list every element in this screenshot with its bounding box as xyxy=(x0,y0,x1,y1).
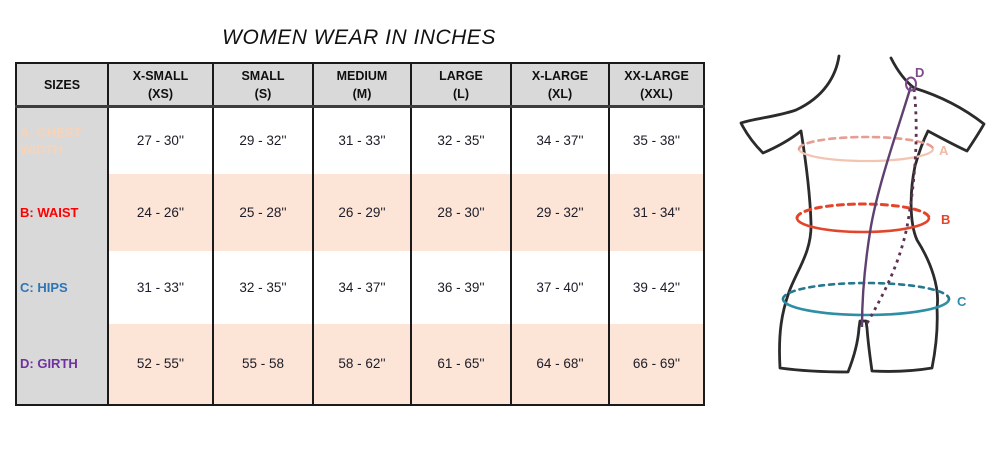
size-cell: 58 - 62'' xyxy=(312,323,412,405)
table-row-waist: B: WAIST 24 - 26'' 25 - 28'' 26 - 29'' 2… xyxy=(15,173,705,251)
size-cell: 31 - 33'' xyxy=(312,106,412,174)
girth-line-front xyxy=(860,85,913,328)
size-name: SMALL xyxy=(241,68,285,83)
size-cell: 55 - 58 xyxy=(212,323,314,405)
waist-ellipse-front xyxy=(795,217,931,234)
size-abbr: (XXL) xyxy=(640,86,673,101)
size-name: X-LARGE xyxy=(531,68,589,83)
column-header-large: LARGE (L) xyxy=(410,63,512,108)
size-abbr: (M) xyxy=(352,86,372,101)
size-abbr: (S) xyxy=(254,86,272,101)
corner-cell-sizes: SIZES xyxy=(15,63,109,108)
size-cell: 31 - 34'' xyxy=(608,173,705,251)
size-cell: 32 - 35'' xyxy=(212,250,314,324)
size-name: LARGE xyxy=(439,68,483,83)
size-cell: 36 - 39'' xyxy=(410,250,512,324)
size-table: SIZES X-SMALL (XS) SMALL (S) MEDIUM (M) … xyxy=(15,62,705,406)
girth-label: D xyxy=(915,65,924,80)
size-cell: 28 - 30'' xyxy=(410,173,512,251)
girth-shoulder-ring xyxy=(905,76,917,92)
size-cell: 52 - 55'' xyxy=(107,323,214,405)
column-header-xsmall: X-SMALL (XS) xyxy=(107,63,214,108)
size-name: MEDIUM xyxy=(336,68,388,83)
waist-label: B xyxy=(941,212,950,227)
size-abbr: (L) xyxy=(453,86,469,101)
size-cell: 37 - 40'' xyxy=(510,250,610,324)
size-cell: 66 - 69'' xyxy=(608,323,705,405)
body-measurement-diagram: A B C D xyxy=(739,54,986,374)
row-label-hips: C: HIPS xyxy=(15,250,109,324)
column-header-xlarge: X-LARGE (XL) xyxy=(510,63,610,108)
size-cell: 31 - 33'' xyxy=(107,250,214,324)
size-cell: 25 - 28'' xyxy=(212,173,314,251)
column-header-xxlarge: XX-LARGE (XXL) xyxy=(608,63,705,108)
size-cell: 27 - 30'' xyxy=(107,106,214,174)
row-label-chest: A: CHEST WIDTH xyxy=(15,106,109,174)
size-cell: 26 - 29'' xyxy=(312,173,412,251)
size-cell: 32 - 35'' xyxy=(410,106,512,174)
size-cell: 34 - 37'' xyxy=(312,250,412,324)
hips-ellipse-front xyxy=(781,298,951,317)
table-row-chest: A: CHEST WIDTH 27 - 30'' 29 - 32'' 31 - … xyxy=(15,106,705,174)
size-name: X-SMALL xyxy=(132,68,189,83)
size-abbr: (XL) xyxy=(547,86,573,101)
column-header-medium: MEDIUM (M) xyxy=(312,63,412,108)
size-cell: 35 - 38'' xyxy=(608,106,705,174)
row-label-waist: B: WAIST xyxy=(15,173,109,251)
chest-ellipse-front xyxy=(797,148,935,163)
size-cell: 29 - 32'' xyxy=(510,173,610,251)
torso-outline xyxy=(739,54,986,374)
header-row: SIZES X-SMALL (XS) SMALL (S) MEDIUM (M) … xyxy=(15,63,705,108)
chest-label: A xyxy=(939,143,949,158)
column-header-small: SMALL (S) xyxy=(212,63,314,108)
hips-label: C xyxy=(957,294,967,309)
size-cell: 39 - 42'' xyxy=(608,250,705,324)
size-abbr: (XS) xyxy=(148,86,173,101)
hips-ellipse-back xyxy=(781,281,951,301)
size-cell: 34 - 37'' xyxy=(510,106,610,174)
girth-line-back xyxy=(863,88,918,328)
size-cell: 64 - 68'' xyxy=(510,323,610,405)
table-row-hips: C: HIPS 31 - 33'' 32 - 35'' 34 - 37'' 36… xyxy=(15,250,705,324)
size-name: XX-LARGE xyxy=(624,68,689,83)
size-cell: 61 - 65'' xyxy=(410,323,512,405)
row-label-girth: D: GIRTH xyxy=(15,323,109,405)
table-row-girth: D: GIRTH 52 - 55'' 55 - 58 58 - 62'' 61 … xyxy=(15,323,705,405)
waist-ellipse-back xyxy=(795,202,931,220)
page-title: WOMEN WEAR IN INCHES xyxy=(222,26,496,49)
chest-ellipse-back xyxy=(797,135,935,151)
size-cell: 24 - 26'' xyxy=(107,173,214,251)
size-cell: 29 - 32'' xyxy=(212,106,314,174)
